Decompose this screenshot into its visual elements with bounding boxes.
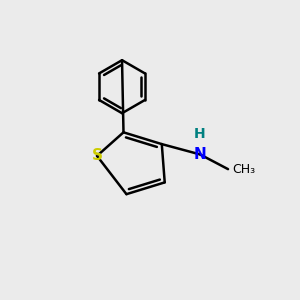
Text: N: N: [194, 147, 206, 162]
Text: H: H: [194, 127, 206, 141]
Text: CH₃: CH₃: [232, 163, 256, 176]
Text: S: S: [92, 148, 103, 164]
